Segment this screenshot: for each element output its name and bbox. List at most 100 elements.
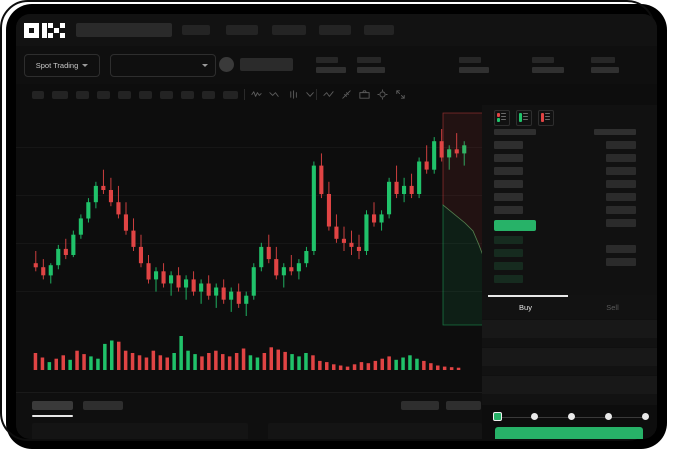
order-book-ask-row[interactable] — [494, 193, 523, 201]
order-book-column-header-1 — [494, 129, 536, 135]
bottom-tab-active-underline — [32, 415, 73, 417]
market-stat-4-label — [532, 57, 554, 63]
volume-chart — [16, 330, 482, 390]
order-book-size-row — [606, 219, 636, 227]
order-book-size-row — [606, 180, 636, 188]
market-stat-3 — [459, 57, 489, 73]
pair-select-dropdown[interactable] — [110, 54, 216, 77]
bottom-content-panel-1 — [32, 423, 248, 439]
timeframe-button-1[interactable] — [32, 91, 44, 99]
chart-dropdown-icon[interactable] — [304, 88, 317, 101]
volume-bar-series — [33, 336, 461, 370]
stepper-dot-2[interactable] — [530, 413, 538, 420]
order-book-ask-row[interactable] — [494, 180, 523, 188]
chart-style-icon[interactable] — [322, 88, 335, 101]
bottom-tab-1[interactable] — [32, 401, 73, 410]
order-form-field-2[interactable] — [482, 347, 657, 366]
stepper-dot-1[interactable] — [492, 412, 502, 421]
price-chart[interactable] — [16, 105, 482, 330]
timeframe-button-4[interactable] — [97, 91, 110, 99]
timeframe-button-8[interactable] — [181, 91, 194, 99]
spot-trading-dropdown[interactable]: Spot Trading — [24, 54, 100, 77]
timeframe-button-10[interactable] — [223, 91, 238, 99]
order-book-bid-row[interactable] — [494, 262, 523, 270]
spot-trading-label: Spot Trading — [35, 61, 79, 70]
order-book-bid-row[interactable] — [494, 249, 523, 257]
market-subheader: Spot Trading — [16, 46, 657, 84]
primary-cta-button[interactable] — [495, 427, 643, 439]
order-book-panel — [482, 105, 657, 295]
settings-gear-icon[interactable] — [376, 88, 389, 101]
chart-toolbar — [16, 84, 657, 106]
chart-gridline — [16, 243, 482, 244]
order-book-ask-row[interactable] — [494, 206, 523, 214]
market-stat-5-value — [591, 67, 619, 73]
market-stat-2 — [357, 57, 385, 73]
chart-type-line-icon[interactable] — [268, 88, 281, 101]
toolbar-separator — [316, 89, 317, 100]
tab-buy[interactable]: Buy — [519, 303, 532, 312]
chart-gridline — [16, 147, 482, 148]
nav-item-2[interactable] — [226, 25, 258, 35]
orderbook-mode-both-icon[interactable] — [494, 110, 510, 126]
chart-type-candles-icon[interactable] — [250, 88, 263, 101]
order-book-size-row — [606, 167, 636, 175]
order-form-field-3[interactable] — [482, 375, 657, 394]
order-book-bid-row[interactable] — [494, 275, 523, 283]
tab-sell[interactable]: Sell — [606, 303, 619, 312]
market-stat-4-value — [532, 67, 564, 73]
app-screen: Spot Trading — [16, 14, 657, 439]
toolbar-separator — [244, 89, 245, 100]
stepper-dot-3[interactable] — [567, 413, 575, 420]
candlestick-series — [33, 129, 467, 316]
timeframe-button-5[interactable] — [118, 91, 131, 99]
order-form-active-tab-underline — [488, 295, 568, 297]
order-form-field-1[interactable] — [482, 319, 657, 338]
order-book-bid-row[interactable] — [494, 236, 523, 244]
nav-item-5[interactable] — [364, 25, 394, 35]
timeframe-button-2[interactable] — [52, 91, 68, 99]
order-book-spread-row[interactable] — [494, 220, 536, 231]
search-input[interactable] — [76, 23, 172, 37]
fullscreen-icon[interactable] — [394, 88, 407, 101]
bottom-tab-2[interactable] — [83, 401, 123, 410]
chevron-down-icon — [202, 64, 208, 67]
timeframe-button-6[interactable] — [139, 91, 152, 99]
order-book-ask-row[interactable] — [494, 141, 523, 149]
market-depth-overlay — [442, 112, 494, 326]
indicators-icon[interactable] — [288, 88, 301, 101]
camera-icon[interactable] — [358, 88, 371, 101]
bottom-action-2[interactable] — [446, 401, 481, 410]
measure-icon[interactable] — [340, 88, 353, 101]
market-stat-4 — [532, 57, 564, 73]
timeframe-button-9[interactable] — [202, 91, 215, 99]
nav-item-3[interactable] — [272, 25, 306, 35]
stepper-dot-4[interactable] — [604, 413, 612, 420]
market-stat-3-label — [459, 57, 481, 63]
market-stat-5-label — [591, 57, 615, 63]
market-stat-1-value — [316, 67, 346, 73]
order-book-ask-row[interactable] — [494, 154, 523, 162]
nav-item-1[interactable] — [182, 25, 210, 35]
okx-logo-icon[interactable] — [24, 23, 66, 38]
timeframe-button-3[interactable] — [76, 91, 89, 99]
orderbook-mode-asks-icon[interactable] — [538, 110, 554, 126]
chart-gridline — [16, 291, 482, 292]
market-stat-5 — [591, 57, 619, 73]
order-book-ask-row[interactable] — [494, 167, 523, 175]
market-stat-1-label — [316, 57, 338, 63]
timeframe-button-7[interactable] — [160, 91, 173, 99]
nav-item-4[interactable] — [319, 25, 351, 35]
order-book-size-row — [606, 245, 636, 253]
pair-price-badge — [240, 58, 293, 71]
market-stat-1 — [316, 57, 346, 73]
orderbook-mode-bids-icon[interactable] — [516, 110, 532, 126]
top-navigation-bar — [16, 14, 657, 46]
bottom-panel — [16, 392, 482, 439]
order-book-size-row — [606, 258, 636, 266]
order-book-column-header-2 — [594, 129, 636, 135]
market-stat-2-label — [357, 57, 381, 63]
market-stat-2-value — [357, 67, 385, 73]
stepper-dot-5[interactable] — [641, 413, 649, 420]
bottom-action-1[interactable] — [401, 401, 439, 410]
